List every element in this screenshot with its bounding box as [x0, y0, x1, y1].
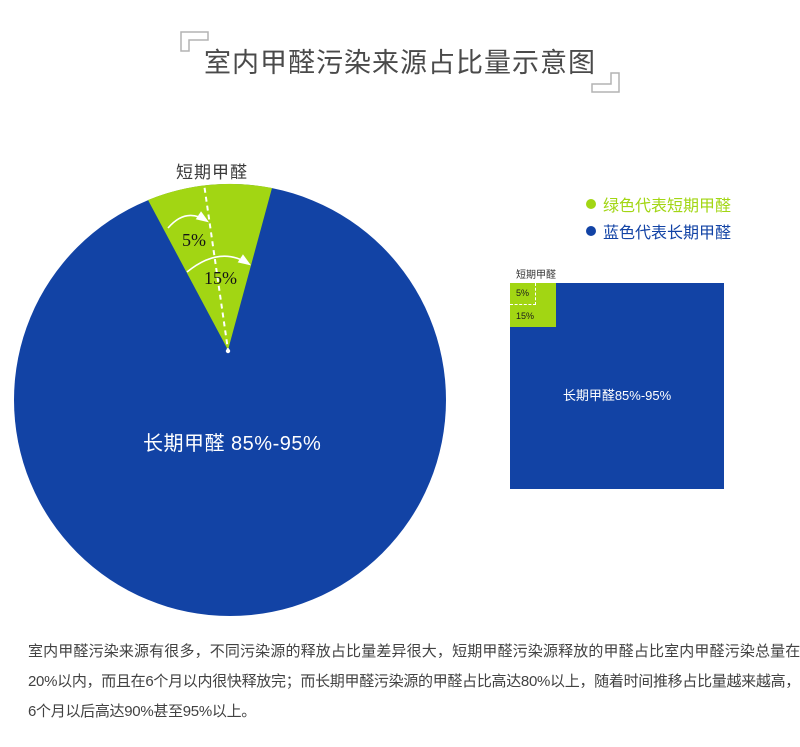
pie-chart: [14, 169, 446, 616]
pie-slice-short-term: [148, 183, 272, 350]
square-value-5pct: 5%: [516, 288, 530, 298]
title-corner-bracket-top-left: [180, 31, 209, 52]
legend: 绿色代表短期甲醛 蓝色代表长期甲醛: [586, 190, 731, 244]
legend-dot-green-icon: [586, 198, 596, 209]
legend-label-short-term: 绿色代表短期甲醛: [603, 197, 732, 215]
pie-value-5pct: 5%: [182, 230, 206, 250]
legend-dot-blue-icon: [586, 225, 596, 236]
pie-label-short-term: 短期甲醛: [176, 163, 248, 182]
square-label-long-term: 长期甲醛85%-95%: [562, 387, 672, 403]
title-corner-bracket-bottom-right: [591, 72, 620, 93]
title-wrap: 室内甲醛污染来源占比量示意图: [180, 31, 620, 93]
square-label-short-term: 短期甲醛: [516, 270, 556, 281]
pie-apex-dot: [225, 348, 231, 354]
pie-label-long-term: 长期甲醛 85%-95%: [143, 433, 322, 455]
pie-arrow-15pct: [186, 254, 252, 273]
legend-item-short-term: 绿色代表短期甲醛: [586, 190, 731, 217]
pie-arrow-5pct: [167, 211, 209, 229]
description-paragraph: 室内甲醛污染来源有很多，不同污染源的释放占比量差异很大，短期甲醛污染源释放的甲醛…: [28, 643, 800, 720]
page-title: 室内甲醛污染来源占比量示意图: [204, 48, 596, 78]
pie-value-15pct: 15%: [204, 268, 237, 288]
square-value-15pct: 15%: [516, 311, 535, 321]
legend-item-long-term: 蓝色代表长期甲醛: [586, 217, 731, 244]
pie-divider-dashed-line: [201, 169, 229, 351]
pie-slice-long-term: [14, 184, 446, 616]
legend-label-long-term: 蓝色代表长期甲醛: [603, 224, 732, 242]
square-chart-short-term-area: 5% 15%: [510, 283, 556, 327]
square-chart-long-term-area: 5% 15% 长期甲醛85%-95%: [510, 283, 724, 489]
title-row: 室内甲醛污染来源占比量示意图: [0, 31, 800, 93]
square-5pct-dashed-region: 5%: [510, 283, 536, 305]
